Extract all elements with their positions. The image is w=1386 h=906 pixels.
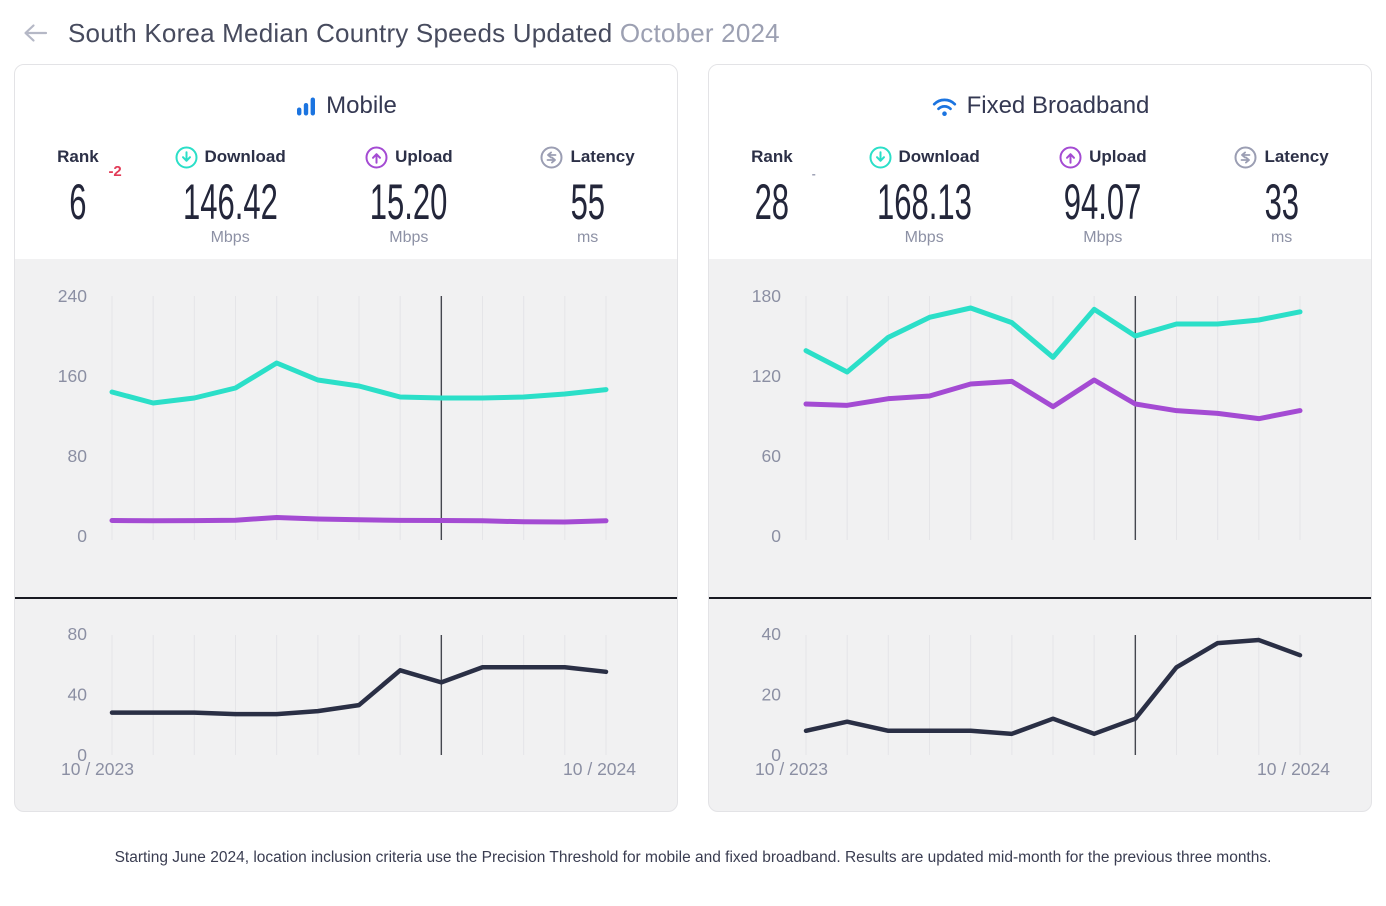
fixed-x-axis-labels: 10 / 2023 10 / 2024 xyxy=(709,759,1371,780)
svg-text:60: 60 xyxy=(762,446,782,466)
mobile-stats-row: Rank 6 -2 Download 146.42 xyxy=(15,145,677,247)
page-title-main: South Korea Median Country Speeds Update… xyxy=(68,17,613,48)
mobile-bars-icon xyxy=(297,97,316,116)
mobile-download-unit: Mbps xyxy=(210,229,250,246)
fixed-latency-label: Latency xyxy=(1264,147,1329,166)
download-icon xyxy=(175,146,198,168)
mobile-rank-value: 6 xyxy=(69,174,87,230)
svg-text:180: 180 xyxy=(752,286,781,306)
svg-text:240: 240 xyxy=(58,286,87,306)
x-label-end: 10 / 2024 xyxy=(563,759,636,779)
mobile-download-value: 146.42 xyxy=(182,174,278,230)
fixed-upload-value: 94.07 xyxy=(1064,174,1142,230)
fixed-rank-value: 28 xyxy=(754,174,790,230)
fixed-stats-row: Rank 28 - Download 168.13 xyxy=(709,145,1371,247)
latency-icon xyxy=(1234,146,1257,168)
page-title: South Korea Median Country Speeds Update… xyxy=(68,18,780,49)
upload-icon xyxy=(365,146,388,168)
svg-text:80: 80 xyxy=(68,624,88,644)
fixed-rank-stat: Rank 28 - xyxy=(709,145,835,247)
cards-container: Mobile Rank 6 -2 Downloa xyxy=(0,64,1386,812)
x-label-end: 10 / 2024 xyxy=(1257,759,1330,779)
mobile-speed-chart[interactable]: 0 80 160 240 xyxy=(15,259,678,597)
svg-text:160: 160 xyxy=(58,366,87,386)
mobile-speed-chart-section: 0 80 160 240 xyxy=(15,259,677,597)
fixed-latency-unit: ms xyxy=(1270,229,1293,246)
mobile-latency-value: 55 xyxy=(570,174,605,230)
fixed-download-value: 168.13 xyxy=(876,174,972,230)
mobile-rank-stat: Rank 6 -2 xyxy=(15,145,141,247)
mobile-rank-change: -2 xyxy=(108,163,122,180)
mobile-title-label: Mobile xyxy=(326,92,397,119)
fixed-rank-label: Rank xyxy=(751,147,793,166)
fixed-title-label: Fixed Broadband xyxy=(966,92,1150,119)
svg-text:0: 0 xyxy=(77,745,87,765)
fixed-latency-stat: Latency 33 ms xyxy=(1192,145,1371,247)
svg-text:80: 80 xyxy=(68,446,88,466)
mobile-upload-value: 15.20 xyxy=(370,174,448,230)
page-title-date: October 2024 xyxy=(619,17,780,48)
mobile-latency-chart[interactable]: 0 40 80 xyxy=(15,599,678,787)
mobile-x-axis-labels: 10 / 2023 10 / 2024 xyxy=(15,759,677,780)
fixed-download-label: Download xyxy=(898,147,980,166)
svg-text:20: 20 xyxy=(762,685,782,705)
svg-text:0: 0 xyxy=(771,745,781,765)
mobile-card: Mobile Rank 6 -2 Downloa xyxy=(14,64,678,812)
svg-text:0: 0 xyxy=(771,526,781,546)
x-label-start: 10 / 2023 xyxy=(61,759,134,779)
fixed-rank-change: - xyxy=(811,167,816,181)
fixed-card-title: Fixed Broadband xyxy=(709,89,1371,123)
fixed-speed-chart-section: 0 60 120 180 xyxy=(709,259,1371,597)
fixed-latency-chart[interactable]: 0 20 40 xyxy=(709,599,1372,787)
mobile-download-label: Download xyxy=(204,147,286,166)
footnote: Starting June 2024, location inclusion c… xyxy=(114,849,1272,866)
mobile-latency-chart-section: 0 40 80 10 / 2023 10 / 2024 xyxy=(15,597,677,785)
fixed-download-stat: Download 168.13 Mbps xyxy=(835,145,1014,247)
page-header: South Korea Median Country Speeds Update… xyxy=(0,0,1386,50)
fixed-upload-unit: Mbps xyxy=(1083,229,1123,246)
mobile-upload-label: Upload xyxy=(395,147,453,166)
svg-text:40: 40 xyxy=(762,624,782,644)
fixed-latency-value: 33 xyxy=(1264,174,1299,230)
latency-icon xyxy=(540,146,563,168)
fixed-speed-chart[interactable]: 0 60 120 180 xyxy=(709,259,1372,597)
svg-text:0: 0 xyxy=(77,526,87,546)
download-icon xyxy=(869,146,892,168)
fixed-card-header: Fixed Broadband Rank 28 - xyxy=(709,65,1371,259)
fixed-upload-stat: Upload 94.07 Mbps xyxy=(1014,145,1193,247)
wifi-icon xyxy=(932,98,956,116)
fixed-upload-label: Upload xyxy=(1089,147,1147,166)
svg-text:40: 40 xyxy=(68,685,88,705)
x-label-start: 10 / 2023 xyxy=(755,759,828,779)
mobile-latency-unit: ms xyxy=(576,229,599,246)
mobile-rank-label: Rank xyxy=(57,147,99,166)
fixed-download-unit: Mbps xyxy=(904,229,944,246)
fixed-latency-chart-section: 0 20 40 10 / 2023 10 / 2024 xyxy=(709,597,1371,785)
svg-text:120: 120 xyxy=(752,366,781,386)
back-arrow-icon xyxy=(24,24,48,42)
back-button[interactable] xyxy=(18,16,52,50)
mobile-latency-label: Latency xyxy=(570,147,635,166)
mobile-latency-stat: Latency 55 ms xyxy=(498,145,677,247)
mobile-download-stat: Download 146.42 Mbps xyxy=(141,145,320,247)
mobile-card-title: Mobile xyxy=(15,89,677,123)
mobile-upload-unit: Mbps xyxy=(389,229,429,246)
upload-icon xyxy=(1059,146,1082,168)
fixed-broadband-card: Fixed Broadband Rank 28 - xyxy=(708,64,1372,812)
mobile-upload-stat: Upload 15.20 Mbps xyxy=(320,145,499,247)
mobile-card-header: Mobile Rank 6 -2 Downloa xyxy=(15,65,677,259)
